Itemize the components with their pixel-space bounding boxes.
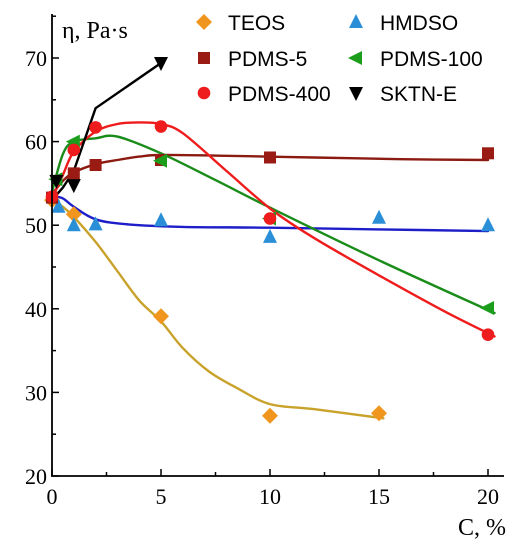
data-markers [44,57,495,424]
point-sktn-e [66,179,81,194]
x-tick-label: 0 [47,484,58,509]
point-pdms-100 [153,153,167,168]
point-pdms-5 [67,167,80,180]
y-tick-label: 40 [25,297,47,322]
point-pdms-400 [67,143,81,157]
y-tick-label: 50 [25,213,47,238]
point-sktn-e [154,57,168,71]
point-hmdso [88,216,103,231]
y-tick-label: 20 [25,464,47,489]
x-tick-label: 5 [156,484,167,509]
point-pdms-100 [480,301,494,315]
point-pdms-400 [89,121,102,134]
legend-label: HMDSO [380,12,458,35]
legend-label: SKTN-E [380,83,457,106]
curve-pdms-100 [50,134,496,315]
point-teos [65,206,82,223]
legend-marker [197,86,211,100]
point-pdms-400 [154,120,168,133]
point-hmdso [481,217,495,232]
point-pdms-400 [481,328,495,342]
point-hmdso [154,212,168,227]
axes [51,14,504,477]
point-pdms-400 [263,212,277,225]
legend: TEOS HMDSO PDMS-5 PDMS-100 PDMS-400 SKTN-E [196,12,483,106]
legend-label: TEOS [228,12,285,35]
curve-teos [50,198,385,420]
legend-marker [348,51,362,65]
y-tick-label: 70 [25,46,47,71]
point-sktn-e [49,174,64,189]
legend-label: PDMS-400 [228,83,331,106]
curve-hmdso [50,194,490,233]
point-teos [262,407,278,424]
point-pdms-5 [264,151,276,164]
x-axis-title: C, % [458,515,506,541]
point-pdms-5 [482,147,494,160]
legend-marker [198,52,210,64]
legend-label: PDMS-100 [380,48,483,71]
point-teos [371,405,387,422]
point-hmdso [372,209,386,224]
point-hmdso [51,198,66,213]
legend-label: PDMS-5 [228,48,307,71]
point-hmdso [263,228,277,243]
legend-marker [349,14,363,28]
axis-ticks: 0 5 10 15 20 20 30 40 50 60 70 [25,15,499,509]
x-tick-label: 20 [477,484,499,509]
legend-marker [196,14,212,30]
x-tick-label: 10 [259,484,281,509]
y-axis-title: η, Pa·s [62,18,128,44]
x-tick-label: 15 [368,484,390,509]
y-tick-label: 30 [25,380,47,405]
point-teos [153,308,169,325]
point-hmdso [66,217,81,232]
y-tick-label: 60 [25,130,47,155]
point-pdms-5 [89,159,102,172]
legend-marker [349,87,363,101]
